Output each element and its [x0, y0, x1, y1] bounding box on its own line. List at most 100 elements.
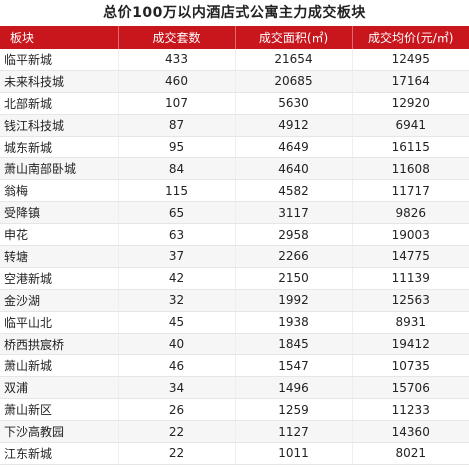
table-row: 钱江科技城 87 4912 6941: [0, 114, 469, 137]
table-row: 未来科技城 460 20685 17164: [0, 70, 469, 93]
district-cell: 未来科技城: [0, 70, 119, 93]
district-cell: 转塘: [0, 245, 119, 268]
avg-price-cell: 11608: [352, 157, 469, 181]
table-row: 城东新城 95 4649 16115: [0, 136, 469, 159]
avg-price-cell: 11233: [352, 398, 469, 422]
units-cell: 107: [118, 92, 236, 115]
area-cell: 3117: [235, 201, 353, 225]
area-cell: 1845: [235, 333, 353, 356]
area-cell: 4912: [235, 114, 353, 137]
units-cell: 84: [118, 157, 236, 181]
table-row: 转塘 37 2266 14775: [0, 245, 469, 268]
avg-price-cell: 11717: [352, 179, 469, 203]
district-cell: 北部新城: [0, 92, 119, 115]
units-cell: 37: [118, 245, 236, 268]
area-cell: 4649: [235, 136, 353, 159]
area-cell: 4640: [235, 157, 353, 181]
district-cell: 金沙湖: [0, 289, 119, 312]
table-title: 总价100万以内酒店式公寓主力成交板块: [103, 5, 366, 21]
district-cell: 翁梅: [0, 179, 119, 203]
table-row: 受降镇 65 3117 9826: [0, 201, 469, 225]
units-cell: 42: [118, 267, 236, 290]
district-cell: 双浦: [0, 376, 119, 400]
area-cell: 2958: [235, 223, 353, 247]
header-area: 成交面积(㎡): [235, 26, 353, 49]
district-cell: 下沙高教园: [0, 420, 119, 444]
units-cell: 63: [118, 223, 236, 247]
table-header-row: 板块 成交套数 成交面积(㎡) 成交均价(元/㎡): [0, 26, 469, 49]
avg-price-cell: 15706: [352, 376, 469, 400]
district-cell: 临平新城: [0, 49, 119, 71]
area-cell: 5630: [235, 92, 353, 115]
units-cell: 433: [118, 49, 236, 71]
area-cell: 1496: [235, 376, 353, 400]
units-cell: 95: [118, 136, 236, 159]
table-row: 申花 63 2958 19003: [0, 223, 469, 247]
units-cell: 32: [118, 289, 236, 312]
area-cell: 1011: [235, 442, 353, 465]
area-cell: 2150: [235, 267, 353, 290]
table-row: 临平山北 45 1938 8931: [0, 311, 469, 334]
avg-price-cell: 8931: [352, 311, 469, 334]
header-units: 成交套数: [118, 26, 236, 49]
avg-price-cell: 6941: [352, 114, 469, 137]
area-cell: 1127: [235, 420, 353, 444]
avg-price-cell: 9826: [352, 201, 469, 225]
district-cell: 萧山新城: [0, 354, 119, 378]
header-district: 板块: [0, 26, 119, 49]
units-cell: 22: [118, 420, 236, 444]
transaction-table: 板块 成交套数 成交面积(㎡) 成交均价(元/㎡) 临平新城 433 21654 12…: [0, 26, 469, 465]
area-cell: 4582: [235, 179, 353, 203]
district-cell: 临平山北: [0, 311, 119, 334]
avg-price-cell: 8021: [352, 442, 469, 465]
avg-price-cell: 16115: [352, 136, 469, 159]
units-cell: 46: [118, 354, 236, 378]
district-cell: 桥西拱宸桥: [0, 333, 119, 356]
table-body: 临平新城 433 21654 12495 未来科技城 460 20685 17164 北部新城 1…: [0, 49, 469, 465]
area-cell: 1259: [235, 398, 353, 422]
table-row: 桥西拱宸桥 40 1845 19412: [0, 333, 469, 356]
avg-price-cell: 10735: [352, 354, 469, 378]
district-cell: 江东新城: [0, 442, 119, 465]
avg-price-cell: 14360: [352, 420, 469, 444]
district-cell: 申花: [0, 223, 119, 247]
table-row: 江东新城 22 1011 8021: [0, 442, 469, 465]
table-row: 下沙高教园 22 1127 14360: [0, 420, 469, 444]
table-row: 空港新城 42 2150 11139: [0, 267, 469, 290]
avg-price-cell: 19412: [352, 333, 469, 356]
avg-price-cell: 11139: [352, 267, 469, 290]
district-cell: 钱江科技城: [0, 114, 119, 137]
table-row: 双浦 34 1496 15706: [0, 376, 469, 400]
avg-price-cell: 14775: [352, 245, 469, 268]
district-cell: 受降镇: [0, 201, 119, 225]
units-cell: 460: [118, 70, 236, 93]
area-cell: 21654: [235, 49, 353, 71]
units-cell: 22: [118, 442, 236, 465]
units-cell: 87: [118, 114, 236, 137]
avg-price-cell: 12920: [352, 92, 469, 115]
units-cell: 115: [118, 179, 236, 203]
table-row: 临平新城 433 21654 12495: [0, 49, 469, 71]
table-row: 金沙湖 32 1992 12563: [0, 289, 469, 312]
district-cell: 城东新城: [0, 136, 119, 159]
area-cell: 1547: [235, 354, 353, 378]
header-avg-price: 成交均价(元/㎡): [352, 26, 469, 49]
units-cell: 40: [118, 333, 236, 356]
table-row: 萧山新区 26 1259 11233: [0, 398, 469, 422]
table-row: 北部新城 107 5630 12920: [0, 92, 469, 115]
district-cell: 萧山南部卧城: [0, 157, 119, 181]
units-cell: 45: [118, 311, 236, 334]
district-cell: 萧山新区: [0, 398, 119, 422]
units-cell: 65: [118, 201, 236, 225]
table-row: 萧山南部卧城 84 4640 11608: [0, 157, 469, 181]
area-cell: 20685: [235, 70, 353, 93]
avg-price-cell: 12495: [352, 49, 469, 71]
avg-price-cell: 12563: [352, 289, 469, 312]
units-cell: 34: [118, 376, 236, 400]
table-row: 萧山新城 46 1547 10735: [0, 354, 469, 378]
avg-price-cell: 19003: [352, 223, 469, 247]
avg-price-cell: 17164: [352, 70, 469, 93]
area-cell: 1992: [235, 289, 353, 312]
units-cell: 26: [118, 398, 236, 422]
area-cell: 2266: [235, 245, 353, 268]
